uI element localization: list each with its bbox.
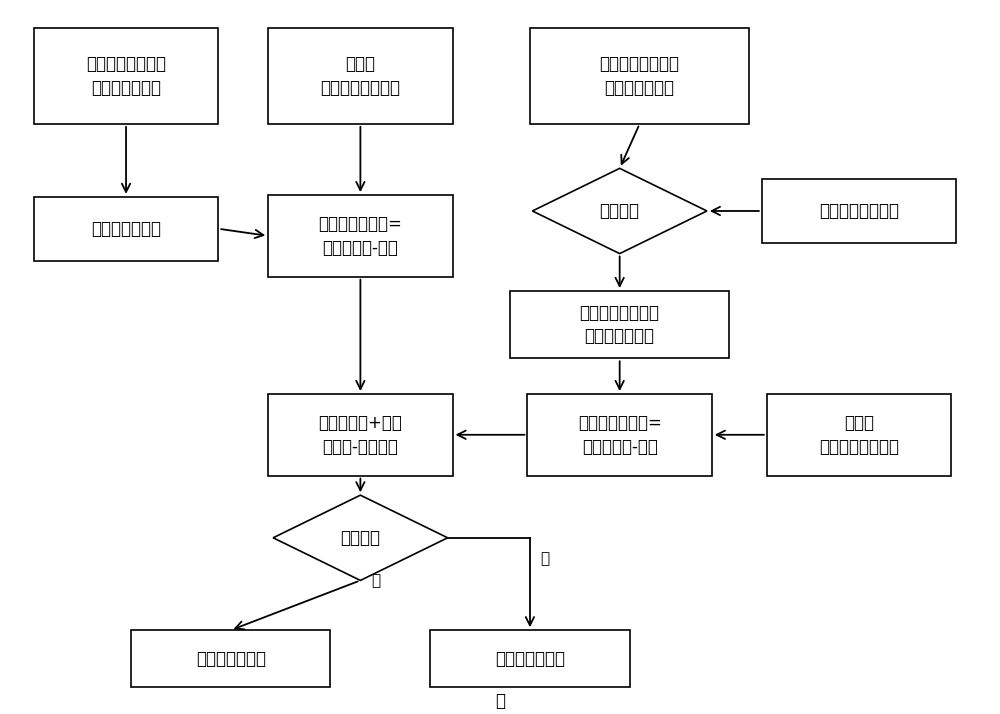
Text: 实际排放量偏差=
实际排放量-目标: 实际排放量偏差= 实际排放量-目标	[318, 215, 402, 256]
Text: 机组实际排放量: 机组实际排放量	[91, 220, 161, 238]
Text: 最优工况: 最优工况	[600, 202, 640, 220]
Text: 实际排放量+预期
排放量-控制目标: 实际排放量+预期 排放量-控制目标	[318, 414, 402, 456]
Polygon shape	[273, 496, 448, 580]
Text: 污染物
排放总量控制目标: 污染物 排放总量控制目标	[320, 55, 400, 97]
Text: 预期最大减排量: 预期最大减排量	[495, 650, 565, 668]
Bar	[762, 179, 956, 243]
Bar	[131, 630, 330, 687]
Text: 全省发电计划安排: 全省发电计划安排	[819, 202, 899, 220]
Text: 否: 否	[540, 552, 549, 567]
Bar	[430, 630, 630, 687]
Bar	[34, 28, 218, 124]
Text: 预期排放量偏差=
预期排放量-目标: 预期排放量偏差= 预期排放量-目标	[578, 414, 662, 456]
Bar	[34, 197, 218, 261]
Text: 预期最小超排量: 预期最小超排量	[196, 650, 266, 668]
Text: 图: 图	[495, 692, 505, 710]
Bar	[527, 394, 712, 476]
Polygon shape	[532, 169, 707, 253]
Bar	[268, 28, 453, 124]
Text: 是否超标: 是否超标	[340, 529, 380, 547]
Bar	[530, 28, 749, 124]
Text: 燃煤电厂污染物排
放在线监测系统: 燃煤电厂污染物排 放在线监测系统	[86, 55, 166, 97]
Text: 是: 是	[371, 573, 380, 588]
Bar	[268, 394, 453, 476]
Bar	[268, 195, 453, 277]
Bar	[510, 291, 729, 358]
Text: 年内剩余时段机组
预期最小排放量: 年内剩余时段机组 预期最小排放量	[580, 304, 660, 346]
Text: 机组历史工况污染
物排放绩效寻优: 机组历史工况污染 物排放绩效寻优	[600, 55, 680, 97]
Bar	[767, 394, 951, 476]
Text: 污染物
排放总量控制目标: 污染物 排放总量控制目标	[819, 414, 899, 456]
